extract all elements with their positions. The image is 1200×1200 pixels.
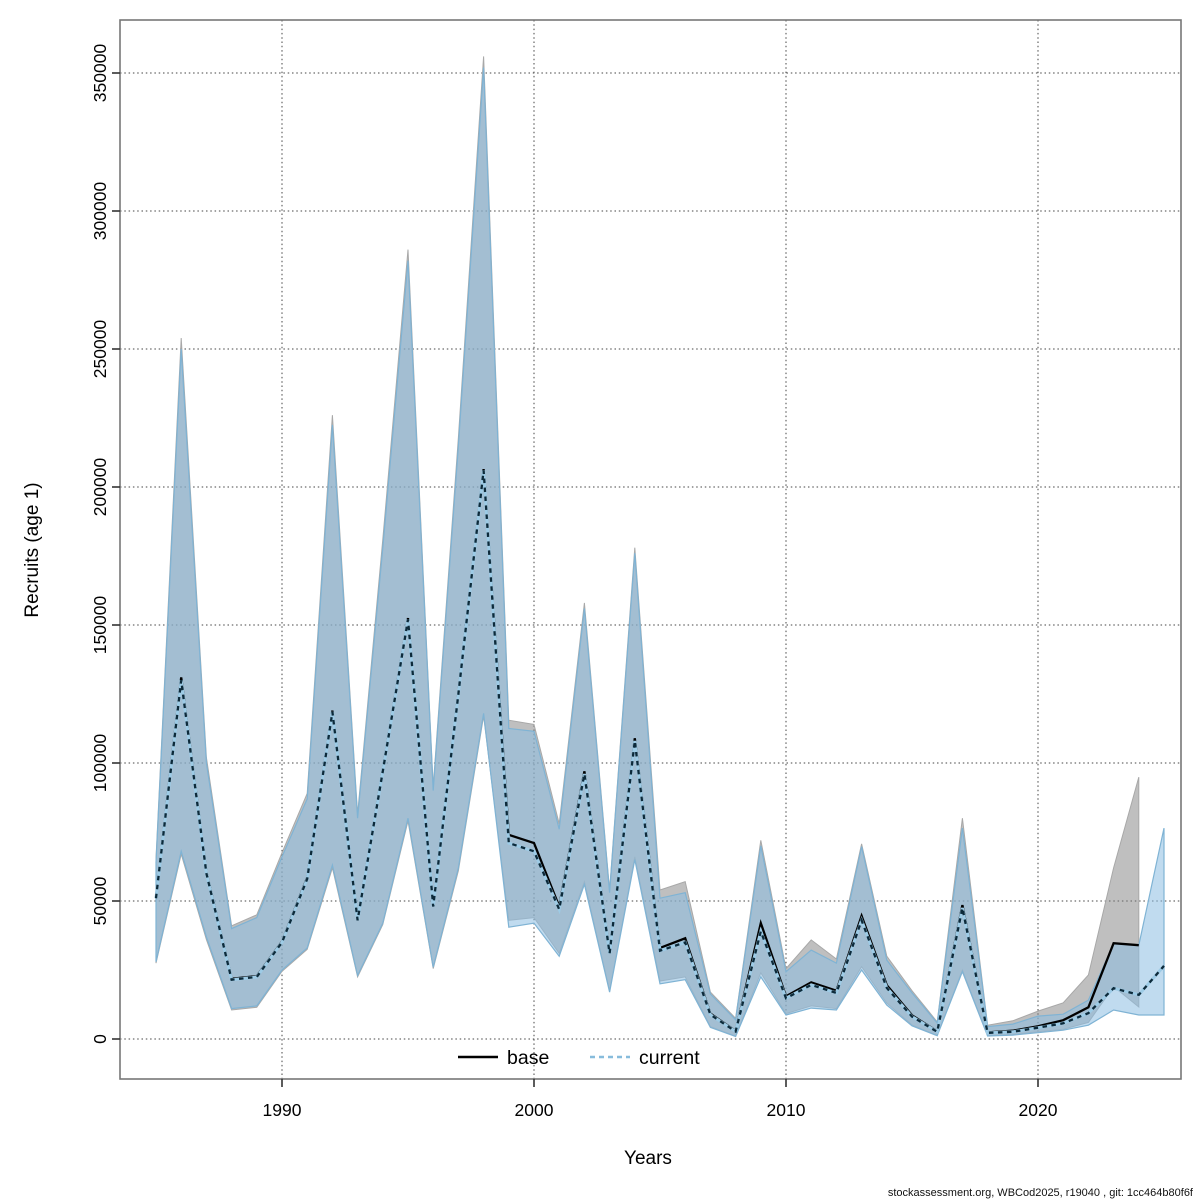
confidence-band-current: [155, 67, 1165, 1038]
x-tick-label: 2010: [767, 1100, 806, 1120]
y-tick-label: 100000: [90, 734, 110, 793]
footer-attribution: stockassessment.org, WBCod2025, r19040 ,…: [888, 1187, 1194, 1199]
x-tick-label: 1990: [263, 1100, 302, 1120]
confidence-bands: [155, 56, 1165, 1038]
y-tick-label: 300000: [90, 182, 110, 241]
y-axis-title: Recruits (age 1): [22, 482, 43, 617]
axis-ticks: [112, 72, 1039, 1087]
median-lines: [154, 468, 1166, 1035]
y-tick-label: 0: [90, 1034, 110, 1044]
y-tick-label: 350000: [90, 44, 110, 103]
legend: base current: [458, 1047, 700, 1069]
x-tick-label: 2000: [515, 1100, 554, 1120]
y-tick-label: 50000: [90, 876, 110, 925]
plot-box: [119, 19, 1182, 1080]
x-tick-label: 2020: [1019, 1100, 1058, 1120]
axis-tick-labels: 1990 2000 2010 2020 0 50000 100000 150000 200000…: [90, 44, 1058, 1120]
y-tick-label: 150000: [90, 596, 110, 655]
current-median-line: [154, 470, 1165, 1035]
y-tick-label: 200000: [90, 458, 110, 517]
legend-base-label: base: [507, 1047, 549, 1069]
y-tick-label: 250000: [90, 320, 110, 379]
x-axis-title: Years: [624, 1148, 672, 1169]
legend-current-label: current: [639, 1047, 700, 1069]
